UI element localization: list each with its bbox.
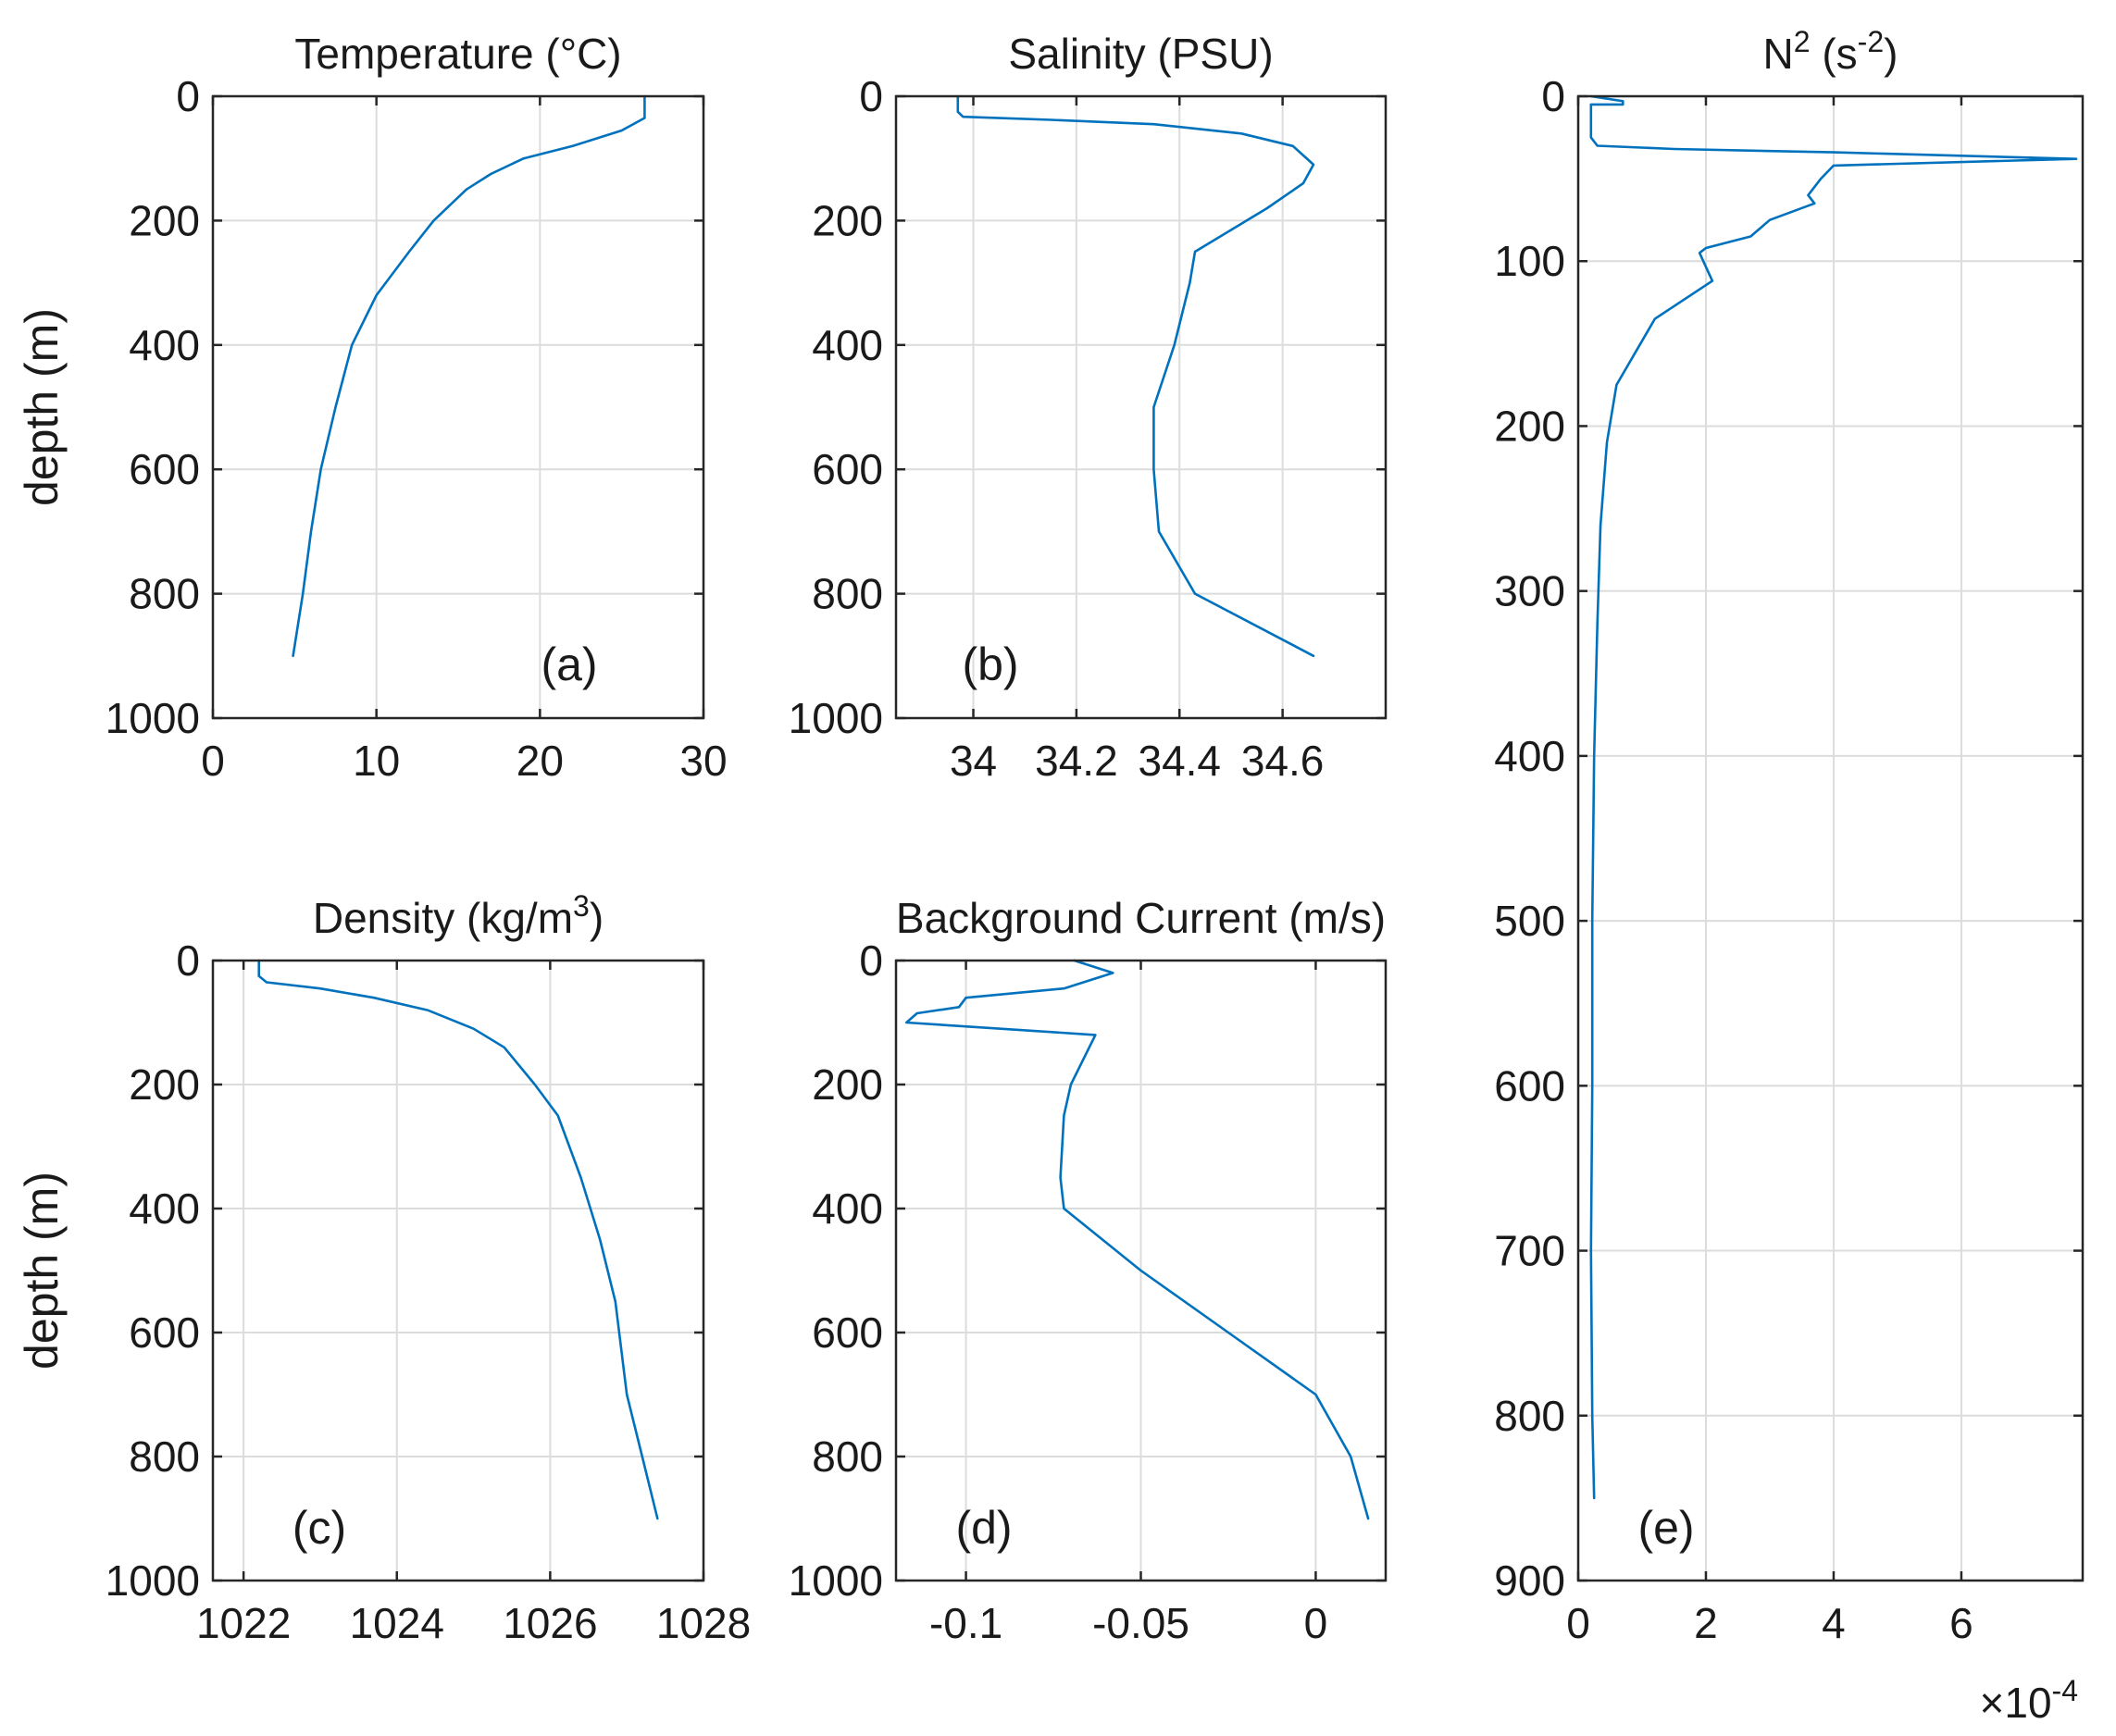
y-tick-label: 200 bbox=[812, 196, 883, 244]
chart-title: Salinity (PSU) bbox=[1008, 30, 1273, 78]
y-tick-label: 0 bbox=[859, 936, 883, 985]
y-tick-label: 500 bbox=[1494, 897, 1565, 945]
title-text: Background Current (m/s) bbox=[896, 894, 1386, 942]
y-tick-label: 700 bbox=[1494, 1227, 1565, 1275]
x-tick-label: 10 bbox=[353, 737, 400, 785]
y-tick-label: 400 bbox=[1494, 732, 1565, 780]
y-tick-label: 400 bbox=[129, 1184, 200, 1233]
panel-label: (e) bbox=[1637, 1502, 1694, 1554]
y-tick-label: 600 bbox=[1494, 1061, 1565, 1110]
x-tick-label: 0 bbox=[1566, 1599, 1590, 1647]
y-tick-label: 300 bbox=[1494, 567, 1565, 615]
title-text: N bbox=[1763, 30, 1794, 78]
panel-label: (b) bbox=[962, 639, 1018, 690]
x-tick-label: 1022 bbox=[196, 1599, 291, 1647]
axes-box bbox=[1576, 94, 2085, 1582]
y-tick-label: 200 bbox=[129, 1060, 200, 1109]
y-tick-label: 0 bbox=[176, 72, 200, 120]
x-tick-label: 1026 bbox=[503, 1599, 597, 1647]
y-tick-label: 200 bbox=[1494, 402, 1565, 450]
panel-label: (a) bbox=[541, 639, 597, 690]
y-tick-label: 1000 bbox=[106, 694, 200, 742]
y-tick-label: 100 bbox=[1494, 237, 1565, 285]
title-text: Temperature (°C) bbox=[294, 30, 621, 78]
title-text: ) bbox=[590, 894, 604, 942]
title-text: (s bbox=[1811, 30, 1858, 78]
x-tick-label: 0 bbox=[1304, 1599, 1328, 1647]
y-tick-label: 0 bbox=[1541, 72, 1565, 120]
panel-d-background-current: -0.1 -0.05 0 0 200 400 600 800 1000 Background Cu… bbox=[789, 894, 1388, 1647]
y-tick-label: 0 bbox=[176, 936, 200, 985]
y-tick-label: 400 bbox=[129, 321, 200, 369]
y-tick-label: 900 bbox=[1494, 1556, 1565, 1605]
profile-line bbox=[1589, 94, 2078, 1500]
y-tick-label: 200 bbox=[129, 196, 200, 244]
panel-a-temperature: 0 10 20 30 0 200 400 600 800 1000 Temperature (°C)… bbox=[16, 30, 728, 785]
y-tick-label: 400 bbox=[812, 1184, 883, 1233]
title-text: Salinity (PSU) bbox=[1008, 30, 1273, 78]
chart-title: Density (kg/m3) bbox=[313, 889, 604, 942]
x-tick-label: 1024 bbox=[350, 1599, 444, 1647]
y-tick-label: 800 bbox=[1494, 1392, 1565, 1440]
y-tick-label: 600 bbox=[812, 445, 883, 493]
x-tick-label: 20 bbox=[517, 737, 564, 785]
panel-b-salinity: 34 34.2 34.4 34.6 0 200 400 600 800 1000 Salinity … bbox=[789, 30, 1388, 785]
panel-label: (c) bbox=[293, 1502, 346, 1554]
x-tick-label: 34.2 bbox=[1035, 737, 1118, 785]
y-tick-label: 800 bbox=[129, 1432, 200, 1481]
panel-label: (d) bbox=[955, 1502, 1012, 1554]
title-text: ) bbox=[1884, 30, 1898, 78]
y-tick-label: 600 bbox=[812, 1308, 883, 1357]
title-superscript: 3 bbox=[573, 889, 590, 923]
axes-box bbox=[211, 94, 705, 720]
x-tick-label: 1028 bbox=[656, 1599, 751, 1647]
multiplier-base: ×10 bbox=[1980, 1679, 2052, 1727]
profile-line bbox=[956, 94, 1315, 658]
x-tick-label: 0 bbox=[201, 737, 225, 785]
axes-box bbox=[894, 959, 1388, 1582]
chart-title: N2 (s-2) bbox=[1763, 25, 1898, 78]
y-tick-label: 0 bbox=[859, 72, 883, 120]
y-tick-label: 1000 bbox=[789, 694, 883, 742]
panel-c-density: 1022 1024 1026 1028 0 200 400 600 800 1000 Density… bbox=[16, 889, 751, 1647]
chart-title: Background Current (m/s) bbox=[896, 894, 1386, 942]
x-tick-label: 30 bbox=[679, 737, 727, 785]
y-axis-label: depth (m) bbox=[16, 308, 68, 506]
x-tick-label: 6 bbox=[1949, 1599, 1973, 1647]
x-tick-label: -0.05 bbox=[1092, 1599, 1189, 1647]
multiplier-exponent: -4 bbox=[2052, 1674, 2078, 1707]
y-tick-label: 600 bbox=[129, 445, 200, 493]
y-tick-label: 1000 bbox=[789, 1556, 883, 1605]
profile-line bbox=[904, 959, 1370, 1520]
title-text: Density (kg/m bbox=[313, 894, 573, 942]
x-tick-label: 34.4 bbox=[1138, 737, 1221, 785]
axes-box bbox=[211, 959, 705, 1582]
y-tick-label: 800 bbox=[812, 1432, 883, 1481]
y-axis-label: depth (m) bbox=[16, 1172, 68, 1370]
y-tick-label: 800 bbox=[129, 570, 200, 618]
y-tick-label: 400 bbox=[812, 321, 883, 369]
x-tick-label: 2 bbox=[1694, 1599, 1718, 1647]
x-tick-label: 34.6 bbox=[1241, 737, 1325, 785]
x-axis-multiplier: ×10-4 bbox=[1980, 1674, 2078, 1727]
chart-title: Temperature (°C) bbox=[294, 30, 621, 78]
x-tick-label: 34 bbox=[950, 737, 997, 785]
x-tick-label: 4 bbox=[1822, 1599, 1846, 1647]
profile-line bbox=[257, 959, 659, 1520]
y-tick-label: 800 bbox=[812, 570, 883, 618]
axes-box bbox=[894, 94, 1388, 720]
title-superscript: -2 bbox=[1858, 25, 1884, 58]
y-tick-label: 200 bbox=[812, 1060, 883, 1109]
profile-line bbox=[292, 94, 646, 658]
x-tick-label: -0.1 bbox=[929, 1599, 1002, 1647]
y-tick-label: 1000 bbox=[106, 1556, 200, 1605]
y-tick-label: 600 bbox=[129, 1308, 200, 1357]
title-superscript: 2 bbox=[1794, 25, 1811, 58]
